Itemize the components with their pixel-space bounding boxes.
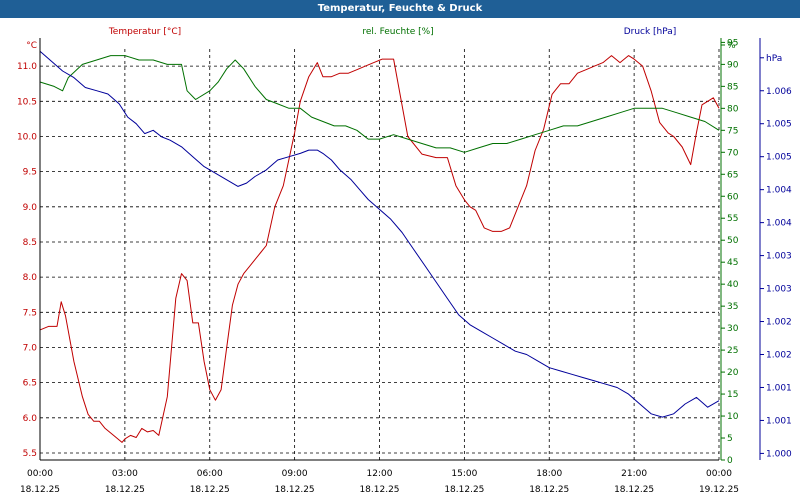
x-tick-time: 09:00 [282,469,308,479]
legend: Temperatur [°C] rel. Feuchte [%] Druck [… [26,27,676,51]
y-left-tick-label: 10.0 [17,132,37,142]
x-tick-date: 18.12.25 [105,485,145,495]
y-pressure-tick-label: 1.006 [766,87,792,97]
y-left-tick-label: 6.0 [23,414,38,424]
y-humidity-tick-label: 5 [727,434,733,444]
x-tick-time: 06:00 [197,469,223,479]
x-tick-time: 00:00 [706,469,732,479]
pressure-line [39,50,720,418]
window-title: Temperatur, Feuchte & Druck [0,0,800,18]
x-tick-time: 18:00 [536,469,562,479]
x-tick-date: 18.12.25 [275,485,315,495]
humidity-line [39,55,720,153]
y-humidity-tick-label: % [727,41,736,51]
y-pressure-tick-label: 1.005 [766,120,792,130]
y-left-tick-label: 8.0 [23,273,38,283]
x-tick-date: 18.12.25 [190,485,230,495]
y-pressure-tick-label: 1.004 [766,186,792,196]
y-humidity-tick-label: 15 [727,390,738,400]
y-humidity-tick-label: 80 [727,104,739,114]
left-axis-unit: °C [26,41,37,51]
y-humidity-tick-label: 40 [727,280,739,290]
legend-temperature: Temperatur [°C] [108,27,181,37]
axes: 00:00 18.12.25 03:00 18.12.25 06:00 18.12.25 0… [17,38,792,495]
y-humidity-tick-label: 50 [727,236,739,246]
x-tick-date: 18.12.25 [529,485,569,495]
y-humidity-tick-label: 0 [727,456,733,466]
y-left-tick-label: 9.5 [23,168,37,178]
y-humidity-tick-label: 70 [727,148,739,158]
y-humidity-tick-label: 60 [727,192,739,202]
y-left-tick-label: 10.5 [17,97,37,107]
y-left-tick-label: 11.0 [17,62,37,72]
x-tick-time: 21:00 [621,469,647,479]
y-humidity-tick-label: 85 [727,82,738,92]
x-tick-date: 18.12.25 [359,485,399,495]
y-humidity-tick-label: 75 [727,126,738,136]
y-left-tick-label: 8.5 [23,238,37,248]
y-pressure-tick-label: 1.003 [766,285,792,295]
y-humidity-tick-label: 55 [727,214,738,224]
y-humidity-tick-label: 20 [727,368,739,378]
y-pressure-tick-label: 1.004 [766,219,792,229]
x-tick-time: 15:00 [451,469,477,479]
x-tick-date: 18.12.25 [444,485,484,495]
y-humidity-tick-label: 35 [727,302,738,312]
y-left-tick-label: 9.0 [23,203,38,213]
y-humidity-tick-label: 95 [727,38,738,48]
y-pressure-tick-label: 1.003 [766,252,792,262]
grid [39,49,720,460]
y-humidity-tick-label: 25 [727,346,738,356]
y-humidity-tick-label: 30 [727,324,739,334]
x-tick-time: 03:00 [112,469,138,479]
y-humidity-tick-label: 90 [727,60,739,70]
y-humidity-tick-label: 10 [727,412,739,422]
x-tick-date: 19.12.25 [699,485,739,495]
x-tick-time: 00:00 [27,469,53,479]
y-left-tick-label: 7.0 [23,343,38,353]
x-tick-date: 18.12.25 [20,485,60,495]
y-pressure-tick-label: 1.002 [766,351,792,361]
x-tick-date: 18.12.25 [614,485,654,495]
y-pressure-tick-label: 1.002 [766,318,792,328]
y-pressure-tick-label: 1.005 [766,153,792,163]
legend-pressure: Druck [hPa] [624,27,677,37]
y-pressure-tick-label: 1.001 [766,383,792,393]
x-tick-time: 12:00 [367,469,393,479]
y-pressure-tick-label: hPa [766,54,782,64]
y-left-tick-label: 7.5 [23,308,37,318]
y-pressure-tick-label: 1.001 [766,416,792,426]
y-pressure-tick-label: 1.000 [766,449,792,459]
y-humidity-tick-label: 65 [727,170,738,180]
y-humidity-tick-label: 45 [727,258,738,268]
series-lines [39,50,720,443]
temperature-line [39,55,720,443]
y-left-tick-label: 5.5 [23,449,37,459]
legend-humidity: rel. Feuchte [%] [362,27,433,37]
y-left-tick-label: 6.5 [23,379,37,389]
